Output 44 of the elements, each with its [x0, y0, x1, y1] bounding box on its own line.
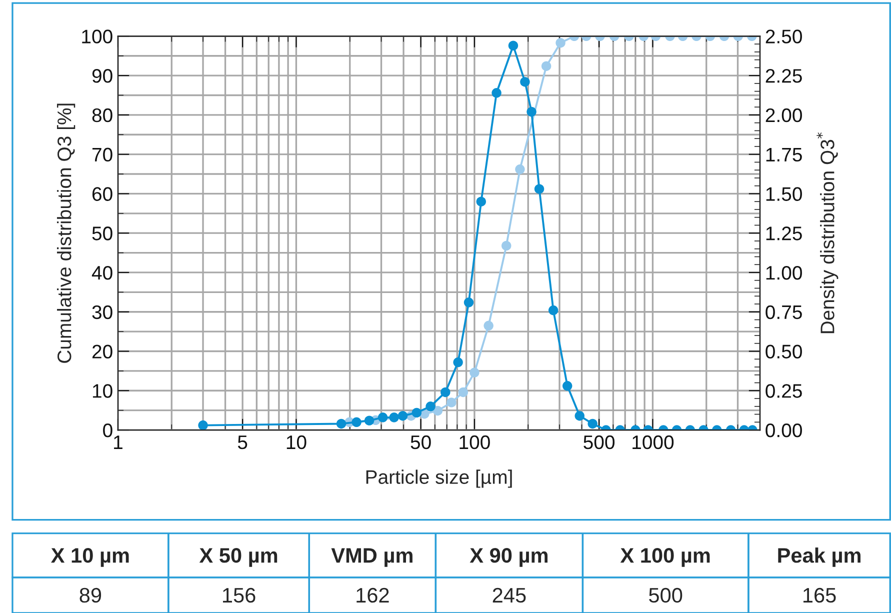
y-tick-label: 50	[92, 226, 112, 240]
x-tick-label: 1	[114, 436, 122, 449]
y-tick-label: 60	[92, 187, 112, 201]
y2-tick-label: 1.75	[766, 148, 802, 162]
y2-axis-title: Density distribution Q3$^{*}$	[816, 132, 838, 334]
x-tick-label: 500	[584, 435, 615, 450]
y2-tick-label: 0.25	[766, 384, 802, 398]
y2-tick-label: 0.00	[766, 423, 802, 438]
y-tick-label: 30	[92, 305, 112, 320]
text: 500	[649, 588, 682, 603]
text: 165	[803, 588, 836, 603]
y2-tick-label: 2.25	[766, 69, 802, 83]
y-tick-label: 10	[92, 384, 112, 398]
text: 245	[492, 588, 526, 603]
y2-tick-label: 0.50	[766, 344, 802, 358]
x-tick-label: 100	[460, 435, 490, 450]
y2-tick-label: 0.75	[766, 305, 802, 320]
y2-tick-label: 1.50	[766, 187, 802, 201]
text: 162	[356, 588, 389, 603]
y2-tick-label: 2.00	[766, 108, 802, 122]
text: X 100 µm	[620, 548, 710, 567]
text: X 90 µm	[470, 548, 548, 567]
text: 156	[223, 588, 256, 603]
text: VMD µm	[331, 548, 412, 567]
y-axis-title: Cumulative distribution Q3 [%]	[56, 104, 76, 363]
x-axis-title: Particle size [µm]	[366, 470, 512, 488]
y2-tick-label: 2.50	[766, 30, 802, 44]
x-tick-label: 10	[286, 435, 306, 450]
text: X 50 µm	[199, 548, 278, 567]
x-tick-label: 5	[238, 436, 248, 450]
y-tick-label: 0	[103, 423, 112, 438]
y2-tick-label: 1.25	[766, 226, 802, 240]
y-tick-label: 90	[92, 69, 112, 83]
y-tick-label: 80	[92, 108, 112, 122]
y-tick-label: 20	[92, 344, 112, 358]
y2-tick-label: 1.00	[766, 266, 802, 280]
text: Peak µm	[778, 548, 860, 567]
text: 89	[80, 588, 102, 603]
y-tick-label: 70	[92, 148, 112, 162]
x-tick-label: 50	[410, 435, 431, 450]
y-tick-label: 40	[92, 266, 112, 280]
y-tick-label: 100	[82, 30, 112, 44]
text: X 10 µm	[51, 548, 129, 567]
x-tick-label: 1000	[632, 435, 674, 450]
